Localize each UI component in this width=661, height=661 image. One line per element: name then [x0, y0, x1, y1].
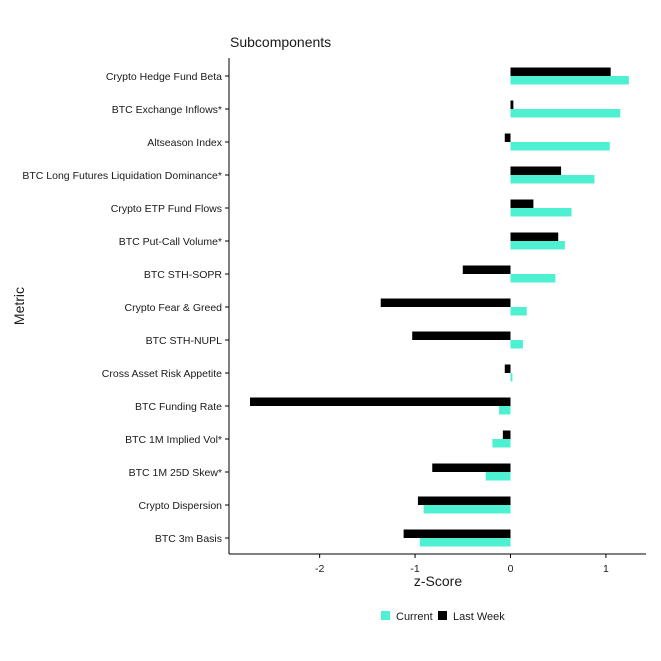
bar-current-btc-1m-25d-skew: [485, 472, 511, 481]
legend: Current Last Week: [381, 611, 505, 623]
bar-current-btc-sth-nupl: [510, 340, 523, 349]
bar-current-crypto-etp-fund-flows: [510, 208, 572, 217]
bar-current-crypto-hedge-fund-beta: [510, 76, 629, 85]
bar-last-week-btc-1m-25d-skew: [432, 463, 511, 472]
bar-last-week-crypto-fear-greed: [380, 298, 511, 307]
axes-layer: [228, 58, 646, 555]
x-tick-label: -2: [315, 563, 324, 575]
y-tick-label-btc-put-call-volume: BTC Put-Call Volume*: [119, 236, 222, 248]
bar-last-week-btc-exchange-inflows: [510, 100, 514, 109]
y-tick-label-btc-3m-basis: BTC 3m Basis: [155, 533, 222, 545]
bar-current-btc-3m-basis: [419, 538, 511, 547]
y-tick-label-cross-asset-risk-appetite: Cross Asset Risk Appetite: [102, 368, 222, 380]
bar-current-btc-long-futures-liquidation-dominance: [510, 175, 595, 184]
bar-last-week-btc-long-futures-liquidation-dominance: [510, 166, 562, 175]
bar-current-altseason-index: [510, 142, 610, 151]
bars-layer: [249, 67, 629, 547]
bar-current-cross-asset-risk-appetite: [510, 373, 513, 382]
bar-last-week-btc-funding-rate: [249, 397, 511, 406]
y-tick-label-crypto-hedge-fund-beta: Crypto Hedge Fund Beta: [106, 71, 222, 83]
chart-title: Subcomponents: [230, 34, 331, 50]
y-tick-labels: Crypto Hedge Fund Beta BTC Exchange Inflo…: [22, 71, 229, 545]
x-tick-label: 0: [508, 563, 514, 575]
y-tick-label-btc-sth-sopr: BTC STH-SOPR: [144, 269, 223, 281]
x-tick-label: -1: [410, 563, 419, 575]
x-tick-label: 1: [603, 563, 609, 575]
legend-label-current: Current: [396, 611, 433, 623]
bar-current-btc-sth-sopr: [510, 274, 556, 283]
y-tick-label-btc-exchange-inflows: BTC Exchange Inflows*: [112, 104, 222, 116]
bar-last-week-altseason-index: [504, 133, 511, 142]
bar-current-crypto-fear-greed: [510, 307, 527, 316]
y-tick-label-crypto-fear-greed: Crypto Fear & Greed: [125, 302, 223, 314]
y-tick-label-btc-sth-nupl: BTC STH-NUPL: [146, 335, 223, 347]
bar-last-week-crypto-hedge-fund-beta: [510, 67, 611, 76]
bar-last-week-btc-put-call-volume: [510, 232, 559, 241]
bar-current-btc-1m-implied-vol: [492, 439, 511, 448]
legend-label-last-week: Last Week: [453, 611, 505, 623]
y-tick-label-btc-funding-rate: BTC Funding Rate: [135, 401, 222, 413]
bar-last-week-btc-sth-nupl: [412, 331, 511, 340]
y-tick-label-btc-1m-25d-skew: BTC 1M 25D Skew*: [129, 467, 222, 479]
bar-last-week-btc-sth-sopr: [462, 265, 511, 274]
y-tick-label-btc-long-futures-liquidation-dominance: BTC Long Futures Liquidation Dominance*: [22, 170, 222, 182]
x-tick-labels: -2 -1 0 1: [315, 554, 609, 575]
bar-last-week-btc-3m-basis: [403, 529, 511, 538]
legend-swatch-current: [381, 611, 390, 620]
bar-last-week-crypto-etp-fund-flows: [510, 199, 534, 208]
x-axis-label: z-Score: [414, 573, 462, 589]
bar-last-week-btc-1m-implied-vol: [502, 430, 511, 439]
bar-last-week-cross-asset-risk-appetite: [504, 364, 511, 373]
bar-current-btc-put-call-volume: [510, 241, 565, 250]
y-axis-label: Metric: [11, 287, 27, 325]
bar-current-btc-exchange-inflows: [510, 109, 621, 118]
bar-current-crypto-dispersion: [423, 505, 511, 514]
y-tick-label-altseason-index: Altseason Index: [147, 137, 222, 149]
y-tick-label-crypto-dispersion: Crypto Dispersion: [139, 500, 223, 512]
y-tick-label-btc-1m-implied-vol: BTC 1M Implied Vol*: [125, 434, 222, 446]
legend-swatch-last-week: [438, 611, 447, 620]
y-tick-label-crypto-etp-fund-flows: Crypto ETP Fund Flows: [111, 203, 222, 215]
bar-last-week-crypto-dispersion: [417, 496, 511, 505]
bar-current-btc-funding-rate: [499, 406, 511, 415]
